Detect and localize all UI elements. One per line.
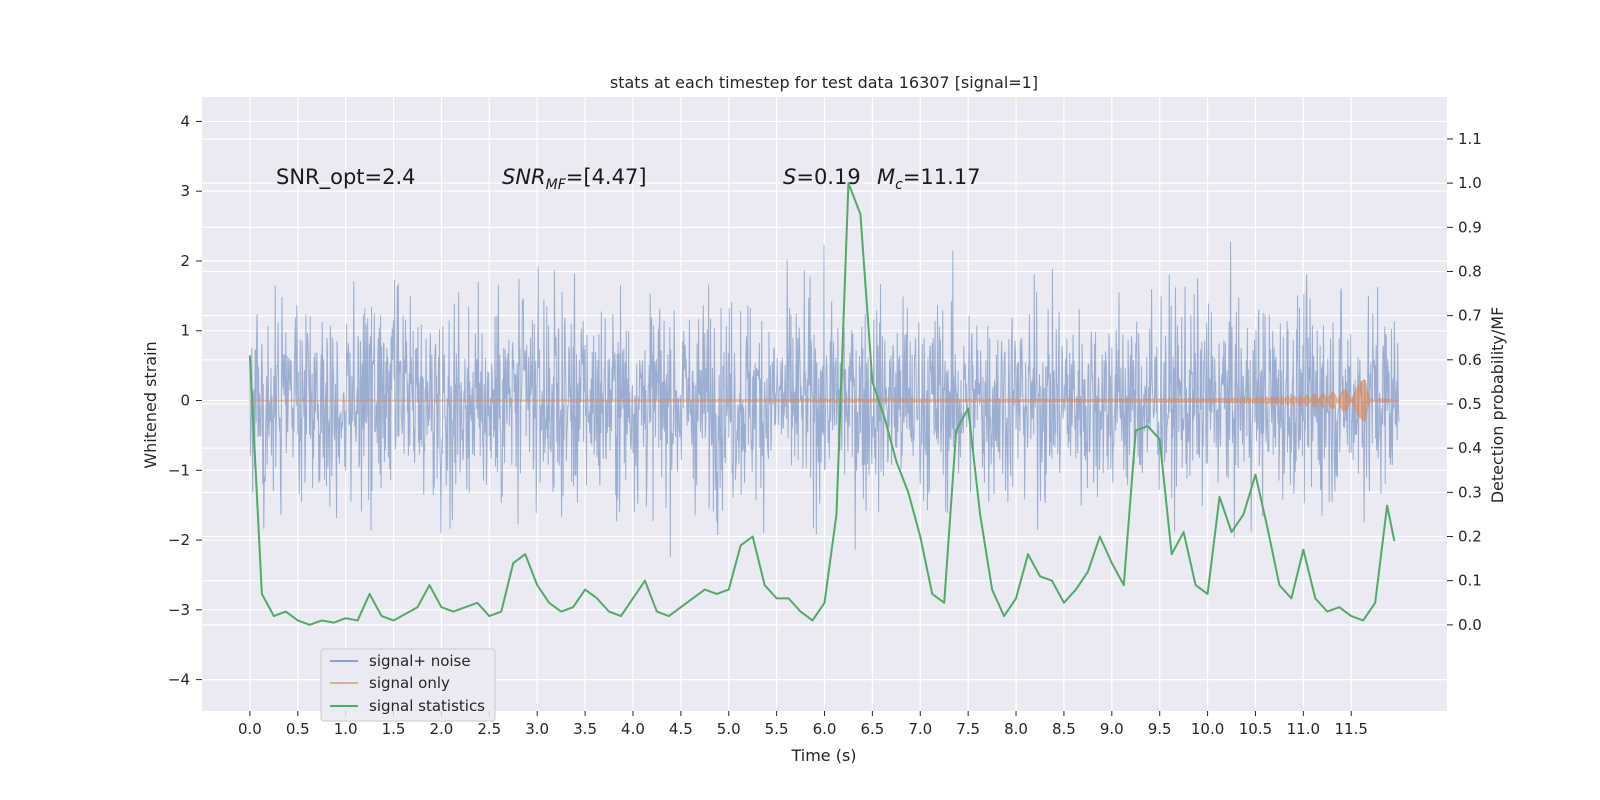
annotation-snr-mf-value: =[4.47]	[566, 165, 647, 189]
annotation-snr-mf: SNRMF=[4.47]	[502, 165, 647, 193]
x-tick-label-18: 9.0	[1100, 720, 1124, 738]
plot-area	[248, 182, 1400, 626]
x-tick-label-4: 2.0	[429, 720, 453, 738]
y-right-tick-label-2: 0.9	[1458, 218, 1482, 236]
y-right-tick-label-10: 0.1	[1458, 572, 1482, 590]
legend-label-signal-statistics: signal statistics	[369, 697, 485, 715]
x-tick-label-10: 5.0	[717, 720, 741, 738]
y-right-tick-label-3: 0.8	[1458, 262, 1482, 280]
series-signal-statistics	[248, 182, 1396, 626]
legend-label-signal-only: signal only	[369, 674, 450, 692]
y-left-tick-label-4: 0	[180, 392, 190, 410]
x-tick-label-7: 3.5	[573, 720, 597, 738]
x-tick-label-23: 11.5	[1335, 720, 1368, 738]
series-signal-noise	[249, 241, 1400, 557]
annotation-mc-subscript: c	[895, 177, 903, 193]
x-tick-label-14: 7.0	[908, 720, 932, 738]
y-left-tick-label-3: 1	[180, 322, 190, 340]
annotation-snr-mf-symbol: SNR	[502, 165, 546, 189]
y-left-tick-label-0: 4	[180, 112, 190, 130]
x-tick-label-21: 10.5	[1239, 720, 1272, 738]
x-tick-label-20: 10.0	[1191, 720, 1224, 738]
y-axis-left-ticks: 4 3 2 1 0 −1 −2 −3 −4	[168, 112, 202, 689]
annotation-s-value: =0.19	[796, 165, 860, 189]
x-tick-label-1: 0.5	[286, 720, 310, 738]
annotation-snr-mf-subscript: MF	[546, 177, 567, 193]
chart-title: stats at each timestep for test data 163…	[610, 73, 1038, 92]
x-tick-label-9: 4.5	[669, 720, 693, 738]
annotation-mc-symbol: M	[877, 165, 895, 189]
signal-only-line	[249, 379, 1400, 422]
y-right-tick-label-4: 0.7	[1458, 307, 1482, 325]
annotation-snr-opt: SNR_opt=2.4	[276, 165, 416, 190]
x-tick-label-13: 6.5	[860, 720, 884, 738]
y-axis-right-ticks: 1.1 1.0 0.9 0.8 0.7 0.6 0.5 0.4 0.3 0.2 0.1 0.0	[1447, 130, 1482, 634]
x-tick-label-15: 7.5	[956, 720, 980, 738]
x-tick-label-11: 5.5	[765, 720, 789, 738]
x-tick-label-8: 4.0	[621, 720, 645, 738]
y-left-tick-label-6: −2	[168, 531, 190, 549]
x-tick-label-19: 9.5	[1148, 720, 1172, 738]
y-right-tick-label-6: 0.5	[1458, 395, 1482, 413]
x-tick-label-22: 11.0	[1287, 720, 1320, 738]
y-axis-left-label: Whitened strain	[141, 341, 160, 468]
legend: signal+ noise signal only signal statist…	[320, 648, 496, 722]
x-tick-label-3: 1.5	[382, 720, 406, 738]
x-tick-label-16: 8.0	[1004, 720, 1028, 738]
y-axis-right-label: Detection probability/MF	[1488, 307, 1507, 504]
legend-box	[320, 648, 496, 722]
x-tick-label-2: 1.0	[334, 720, 358, 738]
x-tick-label-6: 3.0	[525, 720, 549, 738]
annotation-mc: Mc=11.17	[877, 165, 981, 193]
y-left-tick-label-1: 3	[180, 182, 190, 200]
y-left-tick-label-2: 2	[180, 252, 190, 270]
annotation-mc-value: =11.17	[903, 165, 981, 189]
x-axis-ticks: 0.0 0.5 1.0 1.5 2.0 2.5 3.0 3.5 4.0 4.5 5.0 5.5 6.0 6…	[238, 711, 1368, 738]
y-right-tick-label-8: 0.3	[1458, 483, 1482, 501]
x-tick-label-5: 2.5	[477, 720, 501, 738]
x-tick-label-0: 0.0	[238, 720, 262, 738]
signal-statistics-line	[248, 182, 1396, 626]
x-tick-label-17: 8.5	[1052, 720, 1076, 738]
x-axis-label: Time (s)	[790, 746, 856, 765]
signal-noise-line	[249, 241, 1400, 557]
annotation-s: S=0.19	[783, 165, 861, 189]
y-right-tick-label-9: 0.2	[1458, 528, 1482, 546]
legend-label-signal-noise: signal+ noise	[369, 652, 471, 670]
y-right-tick-label-0: 1.1	[1458, 130, 1482, 148]
y-left-tick-label-8: −4	[168, 671, 190, 689]
y-left-tick-label-7: −3	[168, 601, 190, 619]
y-right-tick-label-11: 0.0	[1458, 616, 1482, 634]
series-signal-only	[249, 379, 1400, 422]
y-left-tick-label-5: −1	[168, 461, 190, 479]
y-right-tick-label-1: 1.0	[1458, 174, 1482, 192]
y-right-tick-label-7: 0.4	[1458, 439, 1482, 457]
x-tick-label-12: 6.0	[813, 720, 837, 738]
annotation-s-symbol: S	[783, 165, 796, 189]
y-right-tick-label-5: 0.6	[1458, 351, 1482, 369]
